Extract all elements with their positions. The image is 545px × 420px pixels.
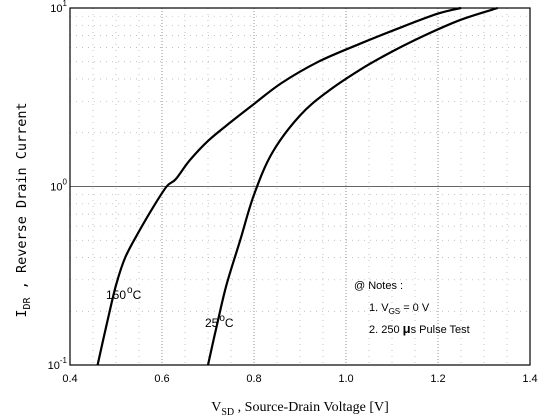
y-tick-labels: 10-1 100 101 (48, 0, 68, 372)
y-tick-label: 10-1 (48, 356, 68, 372)
x-tick-label: 0.6 (154, 373, 169, 385)
notes-line-1: 1. VGS = 0 V (369, 302, 430, 316)
x-tick-label: 0.4 (62, 373, 77, 385)
series-label-150c: 150oC (106, 285, 142, 302)
y-tick-label: 100 (50, 178, 67, 194)
data-series (96, 6, 499, 366)
y-tick-label: 101 (50, 0, 67, 15)
series-line-150c (96, 6, 462, 366)
series-line-25c (206, 6, 499, 366)
x-tick-label: 1.0 (338, 373, 353, 385)
x-tick-labels: 0.4 0.6 0.8 1.0 1.2 1.4 (62, 373, 537, 385)
grid-lines (70, 8, 530, 365)
notes-title: @ Notes : (354, 280, 403, 292)
x-tick-label: 1.4 (522, 373, 537, 385)
x-tick-label: 1.2 (430, 373, 445, 385)
y-axis-label: IDR , Reverse Drain Current (14, 102, 33, 317)
notes-line-2: 2. 250 μs Pulse Test (369, 321, 470, 336)
plot-frame (69, 7, 531, 366)
series-label-25c: 25oC (205, 313, 234, 330)
notes-block: @ Notes : 1. VGS = 0 V 2. 250 μs Pulse T… (354, 280, 470, 336)
x-tick-label: 0.8 (246, 373, 261, 385)
x-axis-label: VSD , Source-Drain Voltage [V] (211, 400, 389, 418)
